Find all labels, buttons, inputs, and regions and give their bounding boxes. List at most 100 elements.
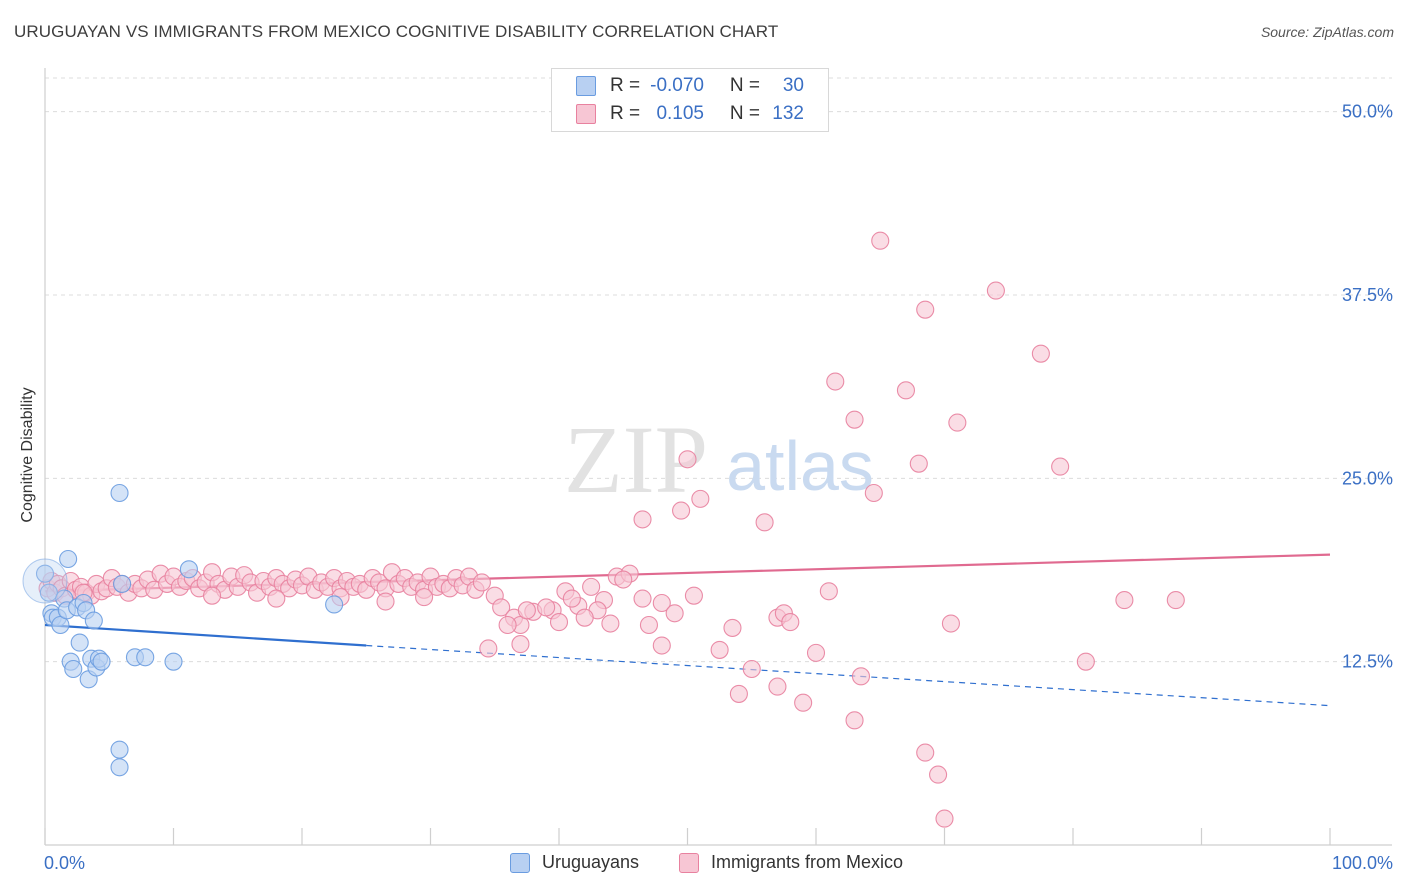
mexico-point — [691, 489, 710, 508]
x-tick-label: 0.0% — [44, 853, 85, 873]
mexico-point — [601, 614, 620, 633]
mexico-point — [652, 636, 671, 655]
series-swatch-mexico — [679, 852, 699, 873]
chart-title: URUGUAYAN VS IMMIGRANTS FROM MEXICO COGN… — [14, 22, 779, 41]
legend-row-mexico: R = 0.105 N = 132 — [576, 102, 804, 126]
series-legend-uruguayans[interactable]: Uruguayans — [510, 852, 639, 873]
mexico-point — [633, 510, 652, 529]
mexico-point — [896, 381, 916, 400]
axes — [44, 68, 1392, 846]
watermark-atlas: atlas — [726, 427, 874, 505]
mexico-point — [479, 639, 498, 658]
x-tick-label: 100.0% — [1332, 853, 1393, 873]
mexico-point — [851, 667, 871, 686]
source-label: Source: ZipAtlas.com — [1260, 24, 1394, 40]
y-tick-label: 25.0% — [1342, 468, 1393, 488]
mexico-point — [845, 711, 864, 730]
mexico-point — [498, 615, 517, 635]
mexico-point — [562, 589, 581, 608]
uruguayan-point — [35, 564, 55, 583]
series-legend-label: Uruguayans — [542, 852, 640, 872]
mexico-point — [781, 613, 800, 632]
watermark: ZIP atlas — [564, 406, 874, 513]
uruguayan-point — [110, 758, 129, 777]
mexico-point — [633, 589, 652, 608]
mexico-point — [203, 586, 222, 605]
mexico-point — [672, 501, 691, 520]
mexico-point — [376, 592, 395, 611]
mexico-point — [935, 809, 954, 828]
y-tick-label: 50.0% — [1342, 102, 1393, 122]
series-legend-label: Immigrants from Mexico — [711, 852, 904, 872]
legend-n-label: N = — [729, 75, 760, 96]
y-axis-label: Cognitive Disability — [19, 387, 36, 523]
mexico-point — [710, 640, 729, 659]
mexico-point — [794, 693, 813, 712]
y-tick-label: 12.5% — [1342, 652, 1393, 672]
mexico-point — [549, 613, 569, 632]
correlation-legend: R = -0.070 N = 30 R = 0.105 N = 132 — [551, 68, 829, 132]
uruguayan-point — [64, 659, 83, 679]
uruguayan-point — [84, 611, 103, 630]
mexico-point — [1115, 591, 1134, 610]
mexico-point — [806, 643, 826, 662]
mexico-point — [492, 598, 511, 617]
mexico-point — [723, 618, 742, 637]
uruguayan-point — [59, 549, 78, 569]
mexico-point — [845, 410, 864, 429]
mexico-point — [864, 483, 883, 503]
legend-swatch-mexico — [576, 104, 596, 124]
legend-r-label: R = — [610, 75, 641, 96]
uruguayan-point — [164, 652, 183, 671]
mexico-point — [729, 684, 748, 703]
uruguayan-point — [39, 583, 58, 602]
legend-r-label: R = — [610, 103, 641, 124]
uruguayan-point — [110, 483, 129, 503]
mexico-point — [517, 601, 536, 620]
series-swatch-uruguayans — [510, 852, 530, 873]
mexico-point — [916, 300, 935, 319]
legend-n-value: 30 — [782, 75, 804, 96]
mexico-point — [929, 765, 948, 784]
uruguayan-point-large — [22, 558, 68, 604]
legend-row-uruguayans: R = -0.070 N = 30 — [576, 74, 804, 98]
mexico-point — [678, 450, 697, 469]
mexico-point — [684, 586, 703, 605]
mexico-point — [575, 608, 594, 627]
mexico-point — [511, 635, 530, 654]
legend-r-value: 0.105 — [656, 103, 704, 124]
data-points — [22, 231, 1185, 828]
mexico-point — [768, 677, 787, 696]
legend-n-value: 132 — [772, 103, 804, 124]
mexico-point — [871, 231, 890, 250]
mexico-point — [1051, 457, 1070, 476]
uruguayan-point — [92, 652, 111, 671]
mexico-point — [1031, 344, 1050, 363]
tick-labels: 12.5% 25.0% 37.5% 50.0% 0.0% 100.0% — [44, 102, 1393, 873]
legend-r-value: -0.070 — [650, 75, 704, 96]
series-legend: Uruguayans Immigrants from Mexico — [0, 852, 1406, 878]
mexico-point — [537, 598, 556, 617]
uruguayan-point — [70, 633, 89, 652]
uruguayan-point — [136, 648, 155, 667]
mexico-point — [614, 570, 633, 589]
uruguayan-point — [325, 595, 344, 614]
mexico-point — [639, 615, 659, 635]
uruguayan-trend-solid — [44, 623, 367, 647]
mexico-point — [665, 604, 684, 623]
legend-n-label: N = — [729, 103, 760, 124]
mexico-point — [941, 614, 960, 633]
mexico-point — [916, 743, 935, 762]
mexico-point — [1076, 652, 1095, 671]
mexico-point — [826, 372, 845, 391]
mexico-point — [755, 513, 774, 532]
mexico-point — [1166, 591, 1185, 610]
mexico-point — [472, 573, 491, 592]
uruguayan-point — [179, 560, 198, 579]
mexico-point — [652, 593, 671, 613]
legend-swatch-uruguayans — [576, 76, 596, 96]
mexico-point — [582, 577, 601, 596]
uruguayan-point — [110, 740, 129, 759]
series-legend-mexico[interactable]: Immigrants from Mexico — [679, 852, 903, 873]
